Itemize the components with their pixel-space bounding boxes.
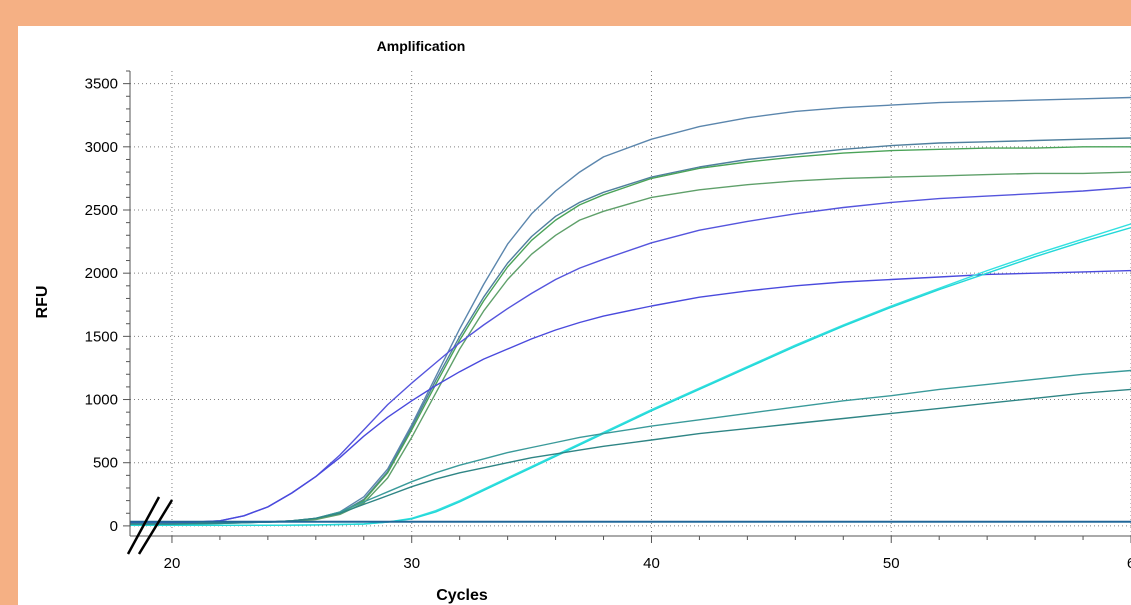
axis-break-mark	[137, 499, 174, 555]
series-line-9	[130, 369, 1131, 525]
chart-title: Amplification	[377, 38, 466, 54]
axis-break-mark	[126, 496, 161, 555]
x-tick-label: 30	[403, 555, 420, 572]
series-line-4	[130, 171, 1131, 525]
y-tick-label: 1500	[85, 328, 118, 345]
x-tick-label: 40	[643, 555, 660, 572]
y-axis-title: RFU	[34, 286, 51, 319]
y-tick-label: 2500	[85, 202, 118, 219]
y-tick-label: 500	[93, 455, 118, 472]
series-line-10	[130, 388, 1131, 525]
series-line-5	[130, 186, 1131, 524]
chart-panel: 0 500 1000 1500 2000 2500 3000 3500 20 30 40 50 6 Am…	[18, 26, 1131, 605]
y-tick-label: 3000	[85, 139, 118, 156]
grid-layer	[130, 71, 1131, 536]
y-tick-label: 0	[110, 518, 118, 535]
x-tick-label: 50	[883, 555, 900, 572]
series-line-8	[130, 227, 1131, 526]
series-line-6	[130, 269, 1131, 524]
y-tick-label: 1000	[85, 392, 118, 409]
amplification-chart: 0 500 1000 1500 2000 2500 3000 3500 20 30 40 50 6 Am…	[34, 38, 1131, 604]
y-tick-label: 3500	[85, 76, 118, 93]
x-axis-title: Cycles	[436, 587, 488, 604]
x-tick-label: 20	[164, 555, 181, 572]
axis-layer: 0 500 1000 1500 2000 2500 3000 3500 20 30 40 50 6	[85, 70, 1131, 572]
y-tick-label: 2000	[85, 265, 118, 282]
series-line-7	[130, 223, 1131, 526]
series-layer	[130, 96, 1131, 526]
x-tick-label: 6	[1127, 555, 1131, 572]
